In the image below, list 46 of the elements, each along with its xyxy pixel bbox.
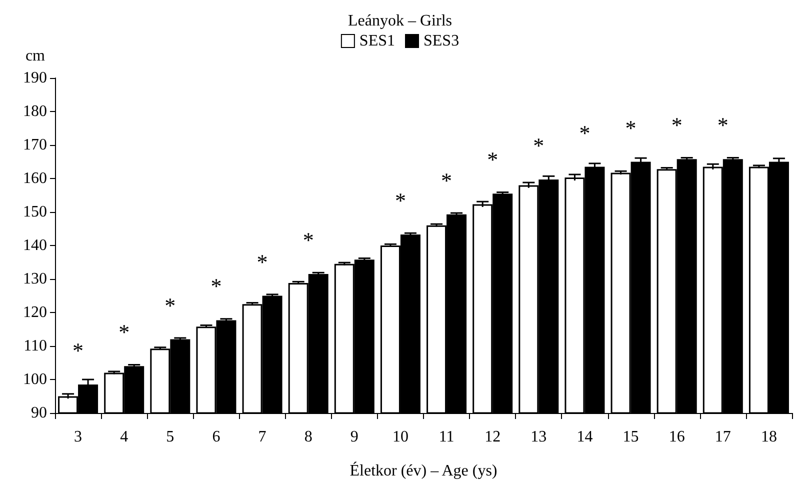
x-tick-label: 18 (760, 428, 777, 446)
y-tick-label: 160 (23, 170, 47, 187)
x-tick-label: 11 (438, 428, 454, 446)
x-tick-label: 12 (484, 428, 501, 446)
x-tick-label: 13 (530, 428, 547, 446)
x-tick-label: 7 (258, 428, 266, 446)
annotation: * (394, 188, 406, 213)
annotation: * (487, 147, 498, 172)
y-tick-label: 130 (23, 270, 47, 288)
annotation: * (256, 249, 268, 274)
y-tick-label: 150 (23, 204, 47, 220)
y-tick-label: 180 (23, 103, 47, 120)
y-tick-label: 120 (23, 304, 47, 321)
y-tick-label: 190 (23, 70, 47, 86)
x-tick-label: 9 (350, 428, 358, 446)
annotation: * (210, 274, 222, 299)
y-tick-label: 170 (23, 136, 47, 154)
x-tick-label: 10 (392, 428, 408, 446)
annotation: * (717, 112, 728, 138)
x-tick-label: 8 (304, 428, 312, 446)
legend-label: SES3 (424, 32, 460, 50)
annotation: * (671, 112, 682, 138)
annotation: * (579, 120, 590, 146)
annotation: * (118, 320, 130, 345)
x-tick-label: 15 (622, 428, 639, 446)
y-tick-label: 140 (23, 237, 47, 254)
y-axis-title: cm (25, 48, 46, 64)
annotation: * (441, 168, 452, 193)
y-tick-label: 100 (23, 371, 47, 388)
x-tick-label: 14 (576, 428, 593, 446)
annotation: * (302, 227, 314, 252)
annotation: * (533, 133, 544, 158)
chart-title: Leányok – Girls (348, 12, 452, 30)
x-tick-label: 17 (714, 428, 731, 446)
annotation: * (72, 338, 84, 364)
x-tick-label: 16 (668, 428, 685, 446)
y-tick-label: 90 (31, 404, 47, 422)
x-axis-title: Életkor (év) – Age (ys) (350, 462, 498, 480)
x-tick-label: 5 (166, 428, 174, 446)
y-tick-label: 110 (24, 338, 47, 354)
x-tick-label: 4 (120, 428, 128, 446)
legend-label: SES1 (359, 32, 396, 50)
x-tick-label: 6 (212, 428, 220, 446)
x-tick-label: 3 (74, 428, 82, 446)
annotation: * (164, 292, 176, 318)
annotation: * (625, 115, 636, 140)
